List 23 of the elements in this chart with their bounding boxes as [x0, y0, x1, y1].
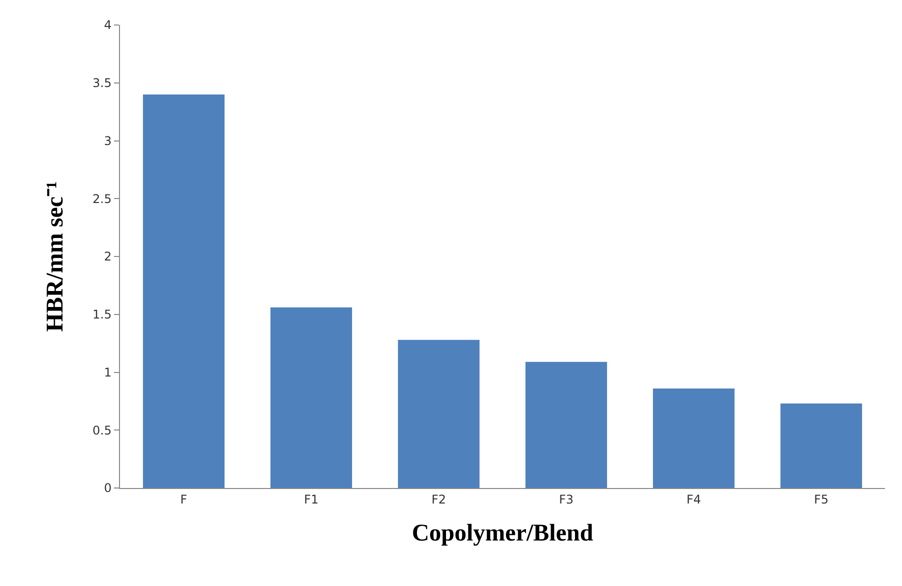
y-tick-label: 1 [104, 365, 112, 380]
bar [652, 388, 735, 488]
bar [780, 404, 862, 488]
bar [142, 94, 225, 488]
x-tick-label: F4 [686, 492, 702, 506]
y-tick-label: 2 [104, 250, 112, 264]
y-tick-label: 0 [104, 481, 112, 496]
x-axis-title: Copolymer/Blend [412, 520, 594, 547]
bar [398, 340, 480, 488]
x-tick-label: F1 [304, 492, 319, 506]
x-tick-label: F3 [558, 492, 574, 506]
y-axis-title: HBR/mm sec⁻¹ [42, 181, 69, 332]
x-tick-label: F5 [814, 492, 829, 506]
y-tick-label: 2.5 [92, 192, 112, 206]
y-tick-label: 4 [104, 18, 112, 32]
bar [525, 362, 608, 488]
y-tick-label: 3.5 [92, 76, 112, 90]
x-tick-label: F [180, 492, 188, 506]
y-tick-label: 0.5 [92, 423, 112, 438]
x-tick-label: F2 [431, 492, 446, 506]
y-tick-label: 1.5 [92, 308, 112, 322]
bar [270, 307, 352, 488]
y-tick-label: 3 [104, 134, 112, 148]
